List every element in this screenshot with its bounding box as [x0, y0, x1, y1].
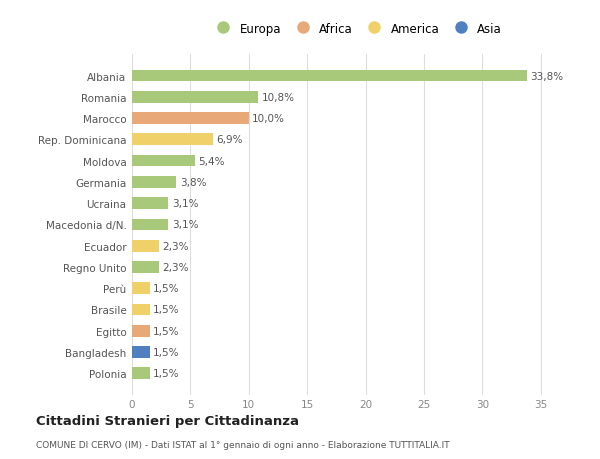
Bar — [132, 304, 149, 316]
Text: 2,3%: 2,3% — [163, 241, 189, 251]
Bar — [132, 241, 159, 252]
Bar — [132, 71, 527, 82]
Text: 1,5%: 1,5% — [153, 326, 179, 336]
Bar — [132, 177, 176, 188]
Text: COMUNE DI CERVO (IM) - Dati ISTAT al 1° gennaio di ogni anno - Elaborazione TUTT: COMUNE DI CERVO (IM) - Dati ISTAT al 1° … — [36, 441, 449, 449]
Text: 3,1%: 3,1% — [172, 220, 198, 230]
Text: 10,8%: 10,8% — [262, 93, 295, 102]
Text: 10,0%: 10,0% — [252, 114, 285, 124]
Legend: Europa, Africa, America, Asia: Europa, Africa, America, Asia — [209, 20, 504, 38]
Bar — [132, 325, 149, 337]
Text: 1,5%: 1,5% — [153, 369, 179, 379]
Text: 1,5%: 1,5% — [153, 305, 179, 315]
Bar — [132, 134, 212, 146]
Text: 33,8%: 33,8% — [530, 71, 563, 81]
Text: 1,5%: 1,5% — [153, 347, 179, 357]
Bar — [132, 347, 149, 358]
Bar — [132, 198, 168, 209]
Text: 6,9%: 6,9% — [216, 135, 242, 145]
Text: 5,4%: 5,4% — [199, 156, 225, 166]
Text: 3,8%: 3,8% — [180, 178, 206, 187]
Bar — [132, 113, 249, 125]
Text: Cittadini Stranieri per Cittadinanza: Cittadini Stranieri per Cittadinanza — [36, 414, 299, 428]
Bar — [132, 92, 258, 103]
Bar — [132, 156, 195, 167]
Text: 3,1%: 3,1% — [172, 199, 198, 209]
Bar — [132, 219, 168, 231]
Bar — [132, 283, 149, 294]
Bar — [132, 368, 149, 379]
Bar — [132, 262, 159, 273]
Text: 1,5%: 1,5% — [153, 284, 179, 294]
Text: 2,3%: 2,3% — [163, 263, 189, 272]
